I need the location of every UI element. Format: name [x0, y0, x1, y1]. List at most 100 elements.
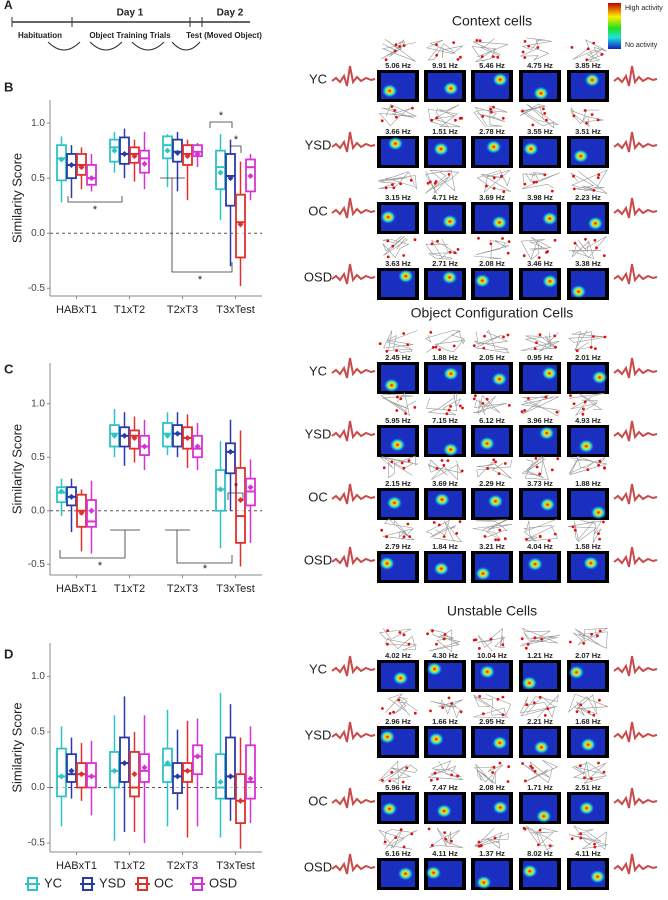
box: [245, 153, 256, 201]
box: [66, 737, 77, 799]
trajectory: [519, 103, 559, 129]
trajectory: [567, 693, 609, 717]
spike: [397, 698, 401, 702]
spike: [546, 707, 550, 711]
trajectory: [520, 627, 560, 647]
spike: [570, 837, 574, 841]
mean: [184, 434, 191, 441]
box: [139, 715, 150, 844]
heatmap-blob: [442, 442, 459, 457]
box-body: [56, 486, 67, 504]
day-label: Day 2: [217, 8, 244, 19]
spike: [592, 189, 596, 192]
spike: [507, 404, 511, 407]
spike: [526, 643, 530, 646]
spike: [554, 345, 557, 349]
heatmap-blob: [521, 676, 538, 690]
spike: [585, 121, 588, 125]
spike: [506, 251, 510, 255]
spike: [408, 535, 412, 538]
trajectory: [424, 169, 460, 195]
row-label: OSD: [304, 859, 332, 874]
spike: [590, 777, 593, 781]
spike: [532, 180, 536, 184]
spike: [586, 47, 590, 51]
mean: [217, 778, 224, 785]
spike: [531, 123, 535, 127]
firing-rate: 2.79 Hz: [385, 542, 411, 551]
spike: [527, 44, 531, 48]
spike: [486, 467, 489, 470]
heatmap-blob: [441, 270, 458, 285]
trajectory: [569, 235, 607, 259]
spike: [585, 58, 589, 62]
heatmap-blob: [383, 378, 400, 393]
mean: [78, 164, 85, 171]
firing-rate: 1.58 Hz: [575, 542, 601, 551]
box: [182, 414, 193, 468]
box: [235, 430, 246, 567]
mean: [58, 488, 65, 495]
spike: [428, 180, 432, 184]
spike: [410, 832, 414, 836]
heatmap-blob: [522, 141, 539, 156]
spike: [391, 244, 395, 248]
firing-rate: 2.05 Hz: [479, 353, 505, 362]
spike: [381, 707, 384, 710]
spike: [485, 397, 489, 401]
mean: [88, 175, 95, 182]
trajectory: [523, 518, 559, 542]
spike: [431, 346, 435, 349]
firing-rate: 7.47 Hz: [432, 783, 458, 792]
firing-rate: 1.37 Hz: [479, 849, 505, 858]
spike: [603, 335, 607, 339]
trajectory: [567, 520, 603, 543]
box-body: [86, 164, 97, 186]
trajectory: [573, 627, 608, 649]
waveform: [331, 853, 376, 875]
mean: [131, 434, 138, 441]
trajectory: [476, 459, 512, 479]
box: [76, 743, 87, 801]
box: [139, 131, 150, 190]
box: [225, 139, 236, 267]
y-tick-label: 0.5: [31, 452, 45, 463]
spike: [402, 332, 406, 335]
box: [182, 720, 193, 838]
heatmap-blob: [479, 664, 496, 679]
trajectory: [525, 825, 559, 851]
spike: [598, 698, 601, 702]
trajectory: [425, 393, 462, 416]
waveform: [613, 197, 658, 219]
spike: [583, 109, 587, 112]
spike: [483, 535, 487, 538]
spike: [413, 406, 417, 409]
waveform: [613, 420, 658, 442]
spike: [572, 187, 576, 191]
spike: [399, 828, 403, 832]
spike: [395, 115, 398, 119]
legend-label: YC: [44, 875, 62, 890]
trajectory: [568, 330, 607, 352]
trajectory: [383, 330, 418, 353]
spike: [596, 634, 599, 638]
spike: [433, 771, 437, 775]
spike: [413, 711, 417, 715]
spike: [538, 333, 542, 337]
spike: [395, 349, 398, 352]
heatmap-blob: [587, 216, 604, 231]
trajectory: [377, 171, 417, 190]
firing-rate: 1.21 Hz: [527, 651, 553, 660]
spike: [501, 713, 505, 717]
mean: [78, 509, 85, 516]
box-body: [119, 136, 130, 165]
spike: [478, 647, 481, 650]
box: [139, 419, 150, 471]
heatmap-blob: [492, 72, 509, 87]
spike: [385, 349, 389, 353]
color-bar-label: High activity: [625, 5, 663, 12]
trajectory: [472, 519, 512, 541]
spike: [579, 832, 583, 835]
trajectory: [382, 235, 410, 259]
box: [129, 416, 140, 463]
